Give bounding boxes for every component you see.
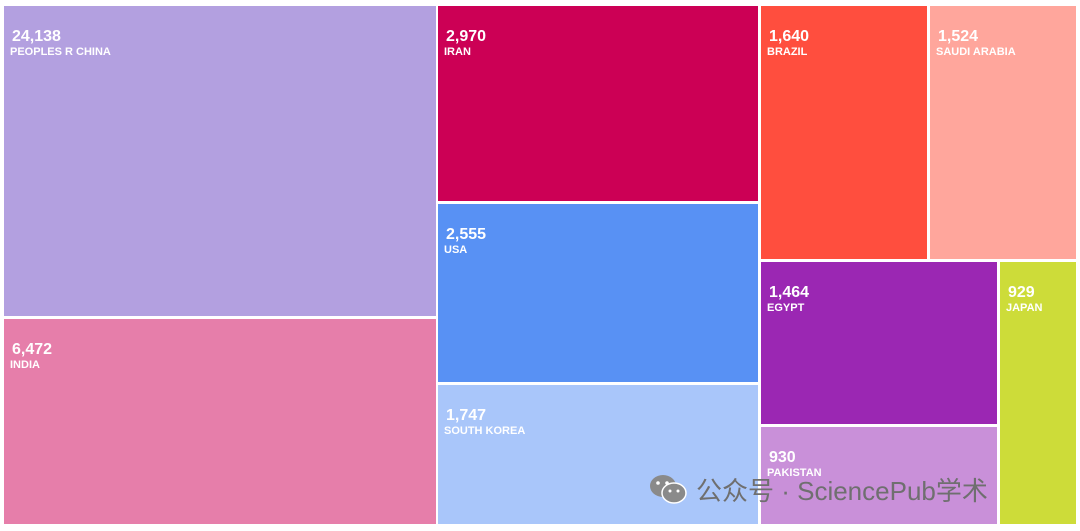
tile-label: SAUDI ARABIA <box>936 46 1016 58</box>
tile-value: 929 <box>1008 284 1035 301</box>
wechat-icon <box>650 475 687 504</box>
tile-pakistan: 930 PAKISTAN <box>761 427 997 524</box>
tile-label: PAKISTAN <box>767 467 822 479</box>
tile-brazil: 1,640 BRAZIL <box>761 6 927 259</box>
tile-egypt: 1,464 EGYPT <box>761 262 997 424</box>
tile-value: 6,472 <box>12 341 53 358</box>
tile-india: 6,472 INDIA <box>4 319 436 524</box>
tile-value: 24,138 <box>12 28 61 45</box>
tile-value: 1,747 <box>446 407 487 424</box>
tile-label: JAPAN <box>1006 302 1043 314</box>
tile-japan: 929 JAPAN <box>1000 262 1076 524</box>
tile-label: INDIA <box>10 359 40 371</box>
tile-saudi-arabia: 1,524 SAUDI ARABIA <box>930 6 1076 259</box>
tile-value: 2,970 <box>446 28 487 45</box>
tile-label: PEOPLES R CHINA <box>10 46 111 58</box>
watermark-text: 公众号 · SciencePub学术 <box>696 475 988 506</box>
tile-south-korea: 1,747 SOUTH KOREA <box>438 385 758 524</box>
watermark: 公众号 · SciencePub学术 <box>648 472 988 506</box>
tile-label: SOUTH KOREA <box>444 425 526 437</box>
tile-usa: 2,555 USA <box>438 204 758 382</box>
tile-value: 2,555 <box>446 226 487 243</box>
tile-peoples-r-china: 24,138 PEOPLES R CHINA <box>4 6 436 316</box>
tile-value: 1,640 <box>769 28 810 45</box>
tile-iran: 2,970 IRAN <box>438 6 758 201</box>
tile-value: 1,524 <box>938 28 979 45</box>
tile-label: BRAZIL <box>767 46 808 58</box>
tile-label: EGYPT <box>767 302 805 314</box>
tile-label: IRAN <box>444 46 471 58</box>
tile-label: USA <box>444 244 468 256</box>
tile-value: 1,464 <box>769 284 810 301</box>
tile-value: 930 <box>769 449 796 466</box>
